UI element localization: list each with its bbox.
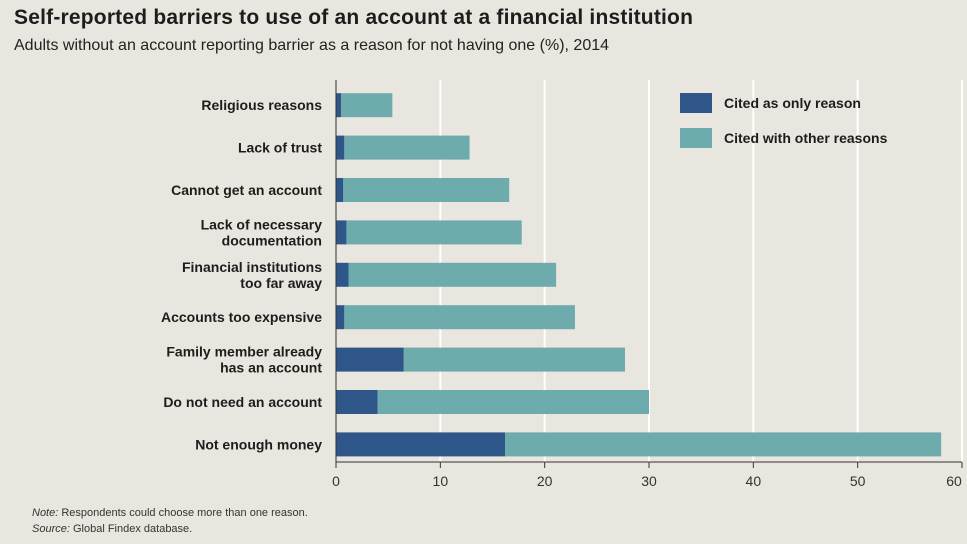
bar-other-reasons-6 (403, 347, 626, 372)
bar-only-reason-2 (336, 178, 344, 202)
legend-swatch-0 (680, 93, 712, 113)
source-label: Source: (32, 523, 70, 535)
bar-only-reason-4 (336, 262, 349, 287)
source-text: Global Findex database. (69, 523, 193, 535)
x-tick-label-30: 30 (641, 473, 657, 489)
source-line: Source: Global Findex database. (32, 521, 308, 537)
x-tick-label-50: 50 (850, 473, 866, 489)
chart-title: Self-reported barriers to use of an acco… (14, 6, 694, 29)
note-text: Respondents could choose more than one r… (58, 507, 308, 519)
x-tick-label-10: 10 (433, 473, 449, 489)
bar-only-reason-0 (336, 93, 342, 118)
category-label-8: Not enough money (195, 436, 322, 452)
legend-label-1: Cited with other reasons (724, 130, 888, 146)
x-tick-label-0: 0 (332, 473, 340, 489)
chart-subtitle: Adults without an account reporting barr… (14, 37, 610, 54)
bar-only-reason-7 (336, 390, 378, 414)
bar-other-reasons-7 (377, 390, 649, 414)
category-label-6-line1: has an account (220, 360, 322, 376)
bar-other-reasons-4 (348, 262, 557, 287)
category-label-3-line0: Lack of necessary (201, 216, 323, 232)
category-label-1: Lack of trust (238, 140, 322, 156)
bar-other-reasons-5 (344, 305, 575, 330)
chart-footnote: Note: Respondents could choose more than… (32, 505, 308, 537)
category-label-4-line0: Financial institutions (182, 259, 322, 275)
bar-other-reasons-2 (343, 178, 510, 202)
bar-other-reasons-8 (505, 432, 942, 457)
bar-only-reason-3 (336, 220, 347, 245)
bar-only-reason-1 (336, 135, 345, 160)
category-label-3-line1: documentation (222, 232, 322, 248)
bar-only-reason-5 (336, 305, 345, 330)
category-label-0: Religious reasons (201, 97, 322, 113)
bar-only-reason-6 (336, 347, 404, 372)
category-label-2: Cannot get an account (171, 182, 322, 198)
bar-other-reasons-1 (344, 135, 470, 160)
category-label-5: Accounts too expensive (161, 309, 322, 325)
x-tick-label-60: 60 (946, 473, 962, 489)
note-label: Note: (32, 507, 59, 519)
x-tick-label-20: 20 (537, 473, 553, 489)
legend-label-0: Cited as only reason (724, 95, 861, 111)
note-line: Note: Respondents could choose more than… (32, 505, 308, 521)
category-label-6-line0: Family member already (166, 344, 322, 360)
category-label-4-line1: too far away (240, 275, 322, 291)
x-tick-label-40: 40 (746, 473, 762, 489)
category-label-7: Do not need an account (163, 394, 322, 410)
bar-other-reasons-0 (341, 93, 393, 118)
legend-swatch-1 (680, 128, 712, 148)
bar-only-reason-8 (336, 432, 506, 457)
bar-other-reasons-3 (346, 220, 522, 245)
